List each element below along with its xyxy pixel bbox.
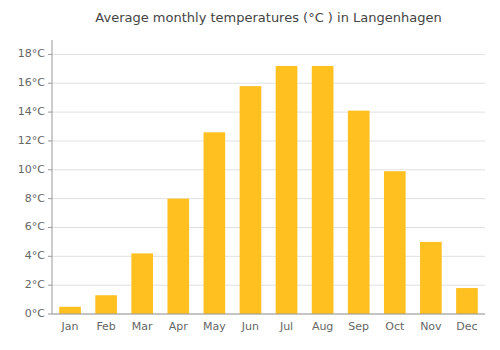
x-tick-label: Dec [456, 320, 477, 333]
y-tick [48, 140, 52, 141]
grid-line [52, 112, 485, 113]
y-tick-label: 12°C [18, 134, 45, 147]
x-tick-label: Sep [348, 320, 369, 333]
bar [420, 242, 442, 314]
grid-line [52, 227, 485, 228]
y-tick-label: 8°C [25, 192, 45, 205]
bar [348, 111, 370, 314]
grid-line [52, 314, 485, 315]
y-tick [48, 169, 52, 170]
chart-container: 0°C 2°C 4°C 6°C 8°C 10°C 12°C 14°C 16°C 18°C Jan Fe… [0, 0, 500, 350]
x-tick-label: Jan [61, 320, 79, 333]
bar [167, 199, 189, 314]
bar [312, 66, 334, 314]
chart-svg: 0°C 2°C 4°C 6°C 8°C 10°C 12°C 14°C 16°C 18°C Jan Fe… [0, 0, 500, 350]
bar [456, 288, 478, 314]
bar [240, 86, 262, 314]
x-tick-label: Jun [241, 320, 259, 333]
y-tick-label: 6°C [25, 220, 45, 233]
bar [204, 132, 226, 314]
x-axis: Jan Feb Mar Apr May Jun Jul Aug Sep Oct Nov Dec [52, 314, 485, 333]
x-tick-label: Mar [132, 320, 153, 333]
y-tick [48, 227, 52, 228]
y-tick [48, 256, 52, 257]
y-tick-label: 14°C [18, 105, 45, 118]
bar [131, 253, 153, 314]
bar [59, 307, 81, 314]
chart-title: Average monthly temperatures (°C ) in La… [95, 10, 441, 25]
y-tick [48, 54, 52, 55]
y-tick [48, 314, 52, 315]
x-tick-label: May [203, 320, 226, 333]
grid-line [52, 198, 485, 199]
grid-line [52, 83, 485, 84]
x-axis-line [52, 314, 485, 315]
x-tick-label: Nov [420, 320, 442, 333]
y-tick [48, 83, 52, 84]
x-tick-label: Oct [385, 320, 405, 333]
grid-line [52, 140, 485, 141]
y-tick [48, 198, 52, 199]
x-tick-label: Jul [279, 320, 293, 333]
y-tick-label: 10°C [18, 163, 45, 176]
bar [95, 295, 117, 314]
y-tick-label: 16°C [18, 76, 45, 89]
grid-line [52, 169, 485, 170]
y-axis-line [52, 40, 53, 314]
bars [59, 66, 478, 314]
bar [276, 66, 298, 314]
y-tick-label: 4°C [25, 249, 45, 262]
y-axis: 0°C 2°C 4°C 6°C 8°C 10°C 12°C 14°C 16°C 18°C [18, 40, 52, 320]
y-tick-label: 0°C [25, 307, 45, 320]
bar [384, 171, 406, 314]
x-tick-label: Apr [169, 320, 189, 333]
y-tick [48, 112, 52, 113]
grid-line [52, 54, 485, 55]
y-tick-label: 2°C [25, 278, 45, 291]
x-tick-label: Feb [96, 320, 115, 333]
y-tick-label: 18°C [18, 47, 45, 60]
x-tick-label: Aug [312, 320, 333, 333]
y-tick [48, 285, 52, 286]
grid [52, 54, 485, 314]
